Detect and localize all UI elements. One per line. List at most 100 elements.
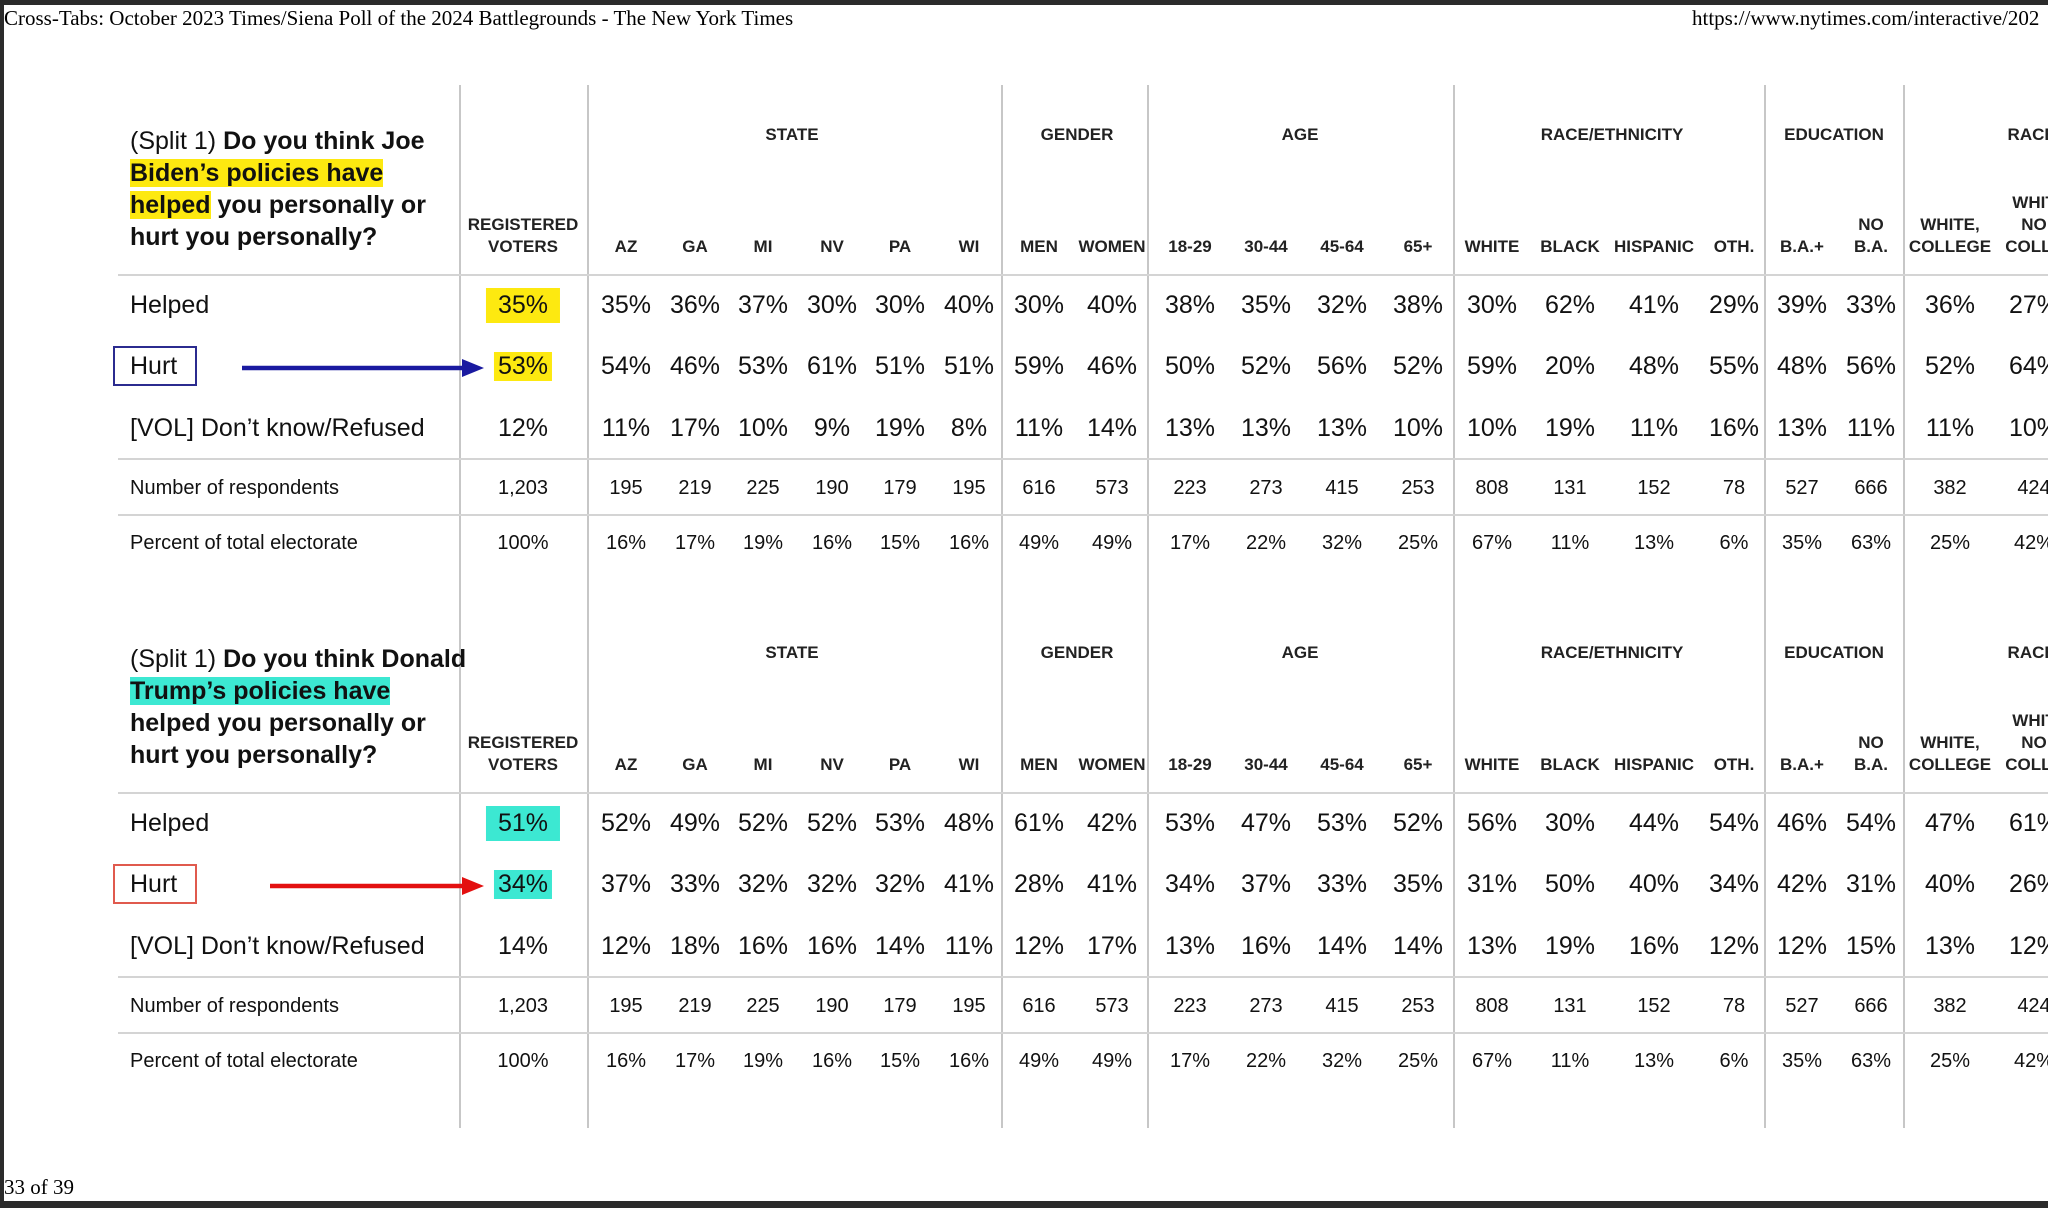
table-cell: 14% [874, 932, 926, 960]
column-header-black: BLACK [1540, 237, 1600, 256]
table-cell: 190 [815, 477, 849, 499]
table-cell: 67% [1471, 532, 1513, 554]
table-cell: 273 [1249, 477, 1283, 499]
table-cell: 415 [1325, 477, 1359, 499]
question-bold-a: Do you think Donald [223, 645, 467, 673]
table-cell: 30% [1544, 809, 1596, 837]
table-cell: 40% [1628, 870, 1680, 898]
table-cell: 52% [600, 809, 652, 837]
question-prefix: (Split 1) [130, 645, 224, 673]
table-cell: 42% [1776, 870, 1828, 898]
table-cell: 53% [874, 809, 926, 837]
table-cell: 32% [737, 870, 789, 898]
table-cell: 41% [1628, 291, 1680, 319]
table-cell: 10% [1466, 414, 1518, 442]
table-cell: 34% [1708, 870, 1760, 898]
question-highlight: Trump’s policies have [130, 677, 391, 705]
table-cell: 13% [1164, 932, 1216, 960]
table-cell: 13% [1633, 532, 1675, 554]
table-cell: 131 [1553, 477, 1587, 499]
table-cell: 50% [1544, 870, 1596, 898]
question-prefix: (Split 1) [130, 127, 224, 155]
table-cell: 13% [1924, 932, 1976, 960]
table-cell: 30% [1466, 291, 1518, 319]
column-header-oth: OTH. [1713, 755, 1755, 774]
table-cell: 35% [1240, 291, 1292, 319]
registered-voters-value: 1,203 [497, 477, 549, 499]
table-cell: 28% [1013, 870, 1065, 898]
group-header-race: RACE/ETHNICITY [1540, 643, 1684, 662]
table-cell: 15% [879, 532, 921, 554]
table-cell: 14% [1392, 932, 1444, 960]
table-cell: 17% [674, 1050, 716, 1072]
table-cell: 49% [1091, 1050, 1133, 1072]
table-cell: 61% [2008, 809, 2048, 837]
row-label-helped: Helped [130, 809, 210, 837]
table-cell: 225 [746, 995, 780, 1017]
table-cell: 17% [674, 532, 716, 554]
table-cell: 25% [1397, 532, 1439, 554]
column-header-nv: NV [820, 755, 844, 774]
table-cell: 11% [1925, 414, 1975, 442]
table-cell: 32% [1316, 291, 1368, 319]
table-cell: 17% [1086, 932, 1138, 960]
document-page: Cross-Tabs: October 2023 Times/Siena Pol… [4, 5, 2048, 1201]
table-cell: 35% [1392, 870, 1444, 898]
table-cell: 10% [2008, 414, 2048, 442]
table-cell: 13% [1466, 932, 1518, 960]
table-cell: 37% [737, 291, 789, 319]
row-divider [118, 274, 2048, 276]
table-cell: 12% [1708, 932, 1760, 960]
table-cell: 16% [1708, 414, 1760, 442]
table-cell: 17% [1169, 1050, 1211, 1072]
table-cell: 26% [2008, 870, 2048, 898]
table-cell: 22% [1245, 532, 1287, 554]
table-cell: 20% [1544, 352, 1596, 380]
table-cell: 25% [1929, 532, 1971, 554]
table-cell: 12% [2008, 932, 2048, 960]
column-header-mi: MI [753, 237, 773, 256]
table-cell: 11% [1550, 1050, 1590, 1072]
table-cell: 30% [1013, 291, 1065, 319]
column-header-women: WOMEN [1078, 755, 1146, 774]
table-cell: 11% [1629, 414, 1679, 442]
table-cell: 12% [600, 932, 652, 960]
question-bold-b: you personally or hurt you personally? [130, 191, 426, 251]
table-cell: 49% [669, 809, 721, 837]
table-cell: 527 [1785, 995, 1819, 1017]
table-cell: 10% [1392, 414, 1444, 442]
column-header-men: MEN [1020, 755, 1058, 774]
table-cell: 6% [1719, 532, 1749, 554]
table-cell: 37% [1240, 870, 1292, 898]
column-header-45-64: 45-64 [1320, 755, 1364, 774]
registered-voters-value: 34% [493, 870, 553, 899]
divider-gender [1001, 85, 1003, 1128]
table-cell: 16% [605, 1050, 647, 1072]
table-cell: 40% [1086, 291, 1138, 319]
column-header-no-b-a: NO B.A. [1854, 215, 1888, 256]
column-header-65: 65+ [1403, 237, 1433, 256]
column-header-18-29: 18-29 [1168, 755, 1212, 774]
column-header-pa: PA [888, 237, 912, 256]
row-label-percent-of-total-electorate: Percent of total electorate [130, 532, 358, 554]
table-cell: 179 [883, 477, 917, 499]
table-cell: 52% [1392, 352, 1444, 380]
table-cell: 50% [1164, 352, 1216, 380]
table-cell: 13% [1633, 1050, 1675, 1072]
divider-education [1764, 85, 1766, 1128]
registered-voters-value: 35% [485, 288, 561, 323]
table-cell: 195 [609, 477, 643, 499]
table-cell: 33% [669, 870, 721, 898]
column-header-30-44: 30-44 [1244, 237, 1288, 256]
table-cell: 52% [737, 809, 789, 837]
row-label-number-of-respondents: Number of respondents [130, 995, 340, 1017]
table-cell: 424 [2017, 995, 2048, 1017]
table-cell: 14% [1316, 932, 1368, 960]
table-cell: 67% [1471, 1050, 1513, 1072]
table-cell: 32% [1321, 1050, 1363, 1072]
table-cell: 31% [1845, 870, 1897, 898]
column-header-white-college: WHITE, COLLEGE [1908, 733, 1992, 774]
table-cell: 41% [1086, 870, 1138, 898]
column-header-whit-no-colle: WHIT NO COLLE [2005, 193, 2048, 256]
table-cell: 16% [605, 532, 647, 554]
